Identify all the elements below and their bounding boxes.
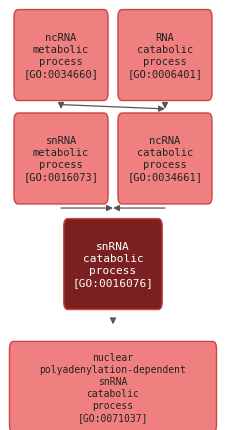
FancyBboxPatch shape (14, 11, 108, 101)
FancyBboxPatch shape (63, 219, 162, 310)
Text: nuclear
polyadenylation-dependent
snRNA
catabolic
process
[GO:0071037]: nuclear polyadenylation-dependent snRNA … (39, 352, 186, 422)
FancyBboxPatch shape (117, 11, 211, 101)
FancyBboxPatch shape (9, 341, 216, 430)
FancyBboxPatch shape (117, 114, 211, 205)
Text: snRNA
catabolic
process
[GO:0016076]: snRNA catabolic process [GO:0016076] (72, 242, 153, 287)
Text: ncRNA
metabolic
process
[GO:0034660]: ncRNA metabolic process [GO:0034660] (23, 33, 98, 79)
FancyBboxPatch shape (14, 114, 108, 205)
Text: snRNA
metabolic
process
[GO:0016073]: snRNA metabolic process [GO:0016073] (23, 136, 98, 182)
Text: ncRNA
catabolic
process
[GO:0034661]: ncRNA catabolic process [GO:0034661] (127, 136, 202, 182)
Text: RNA
catabolic
process
[GO:0006401]: RNA catabolic process [GO:0006401] (127, 33, 202, 79)
